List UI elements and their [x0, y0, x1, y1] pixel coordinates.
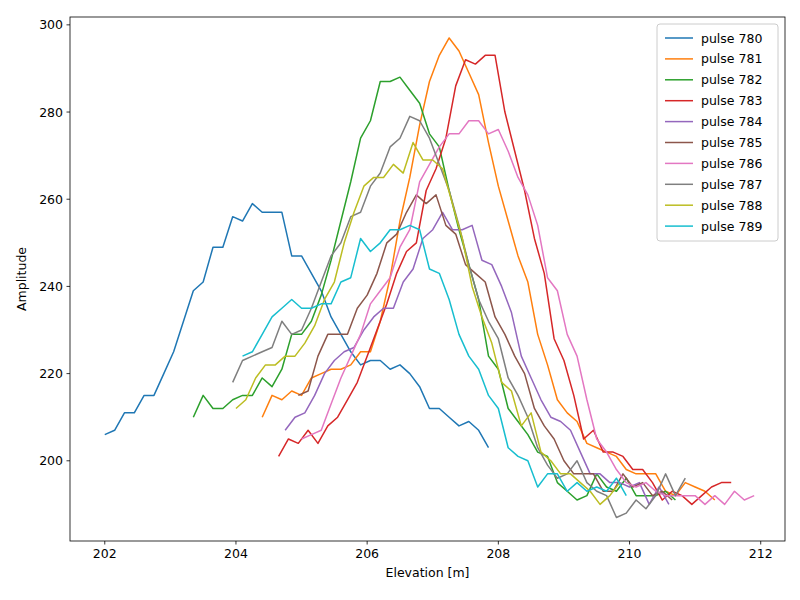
plot-frame — [70, 17, 785, 541]
legend-swatch — [665, 100, 693, 102]
legend-swatch — [665, 204, 693, 206]
x-tick-label: 208 — [486, 546, 510, 561]
y-tick — [67, 24, 71, 25]
y-tick-label: 240 — [39, 279, 63, 294]
legend-swatch — [665, 58, 693, 60]
y-axis-label: Amplitude — [14, 247, 29, 311]
legend-label: pulse 785 — [701, 135, 762, 150]
x-tick-label: 206 — [355, 546, 379, 561]
series-line — [236, 143, 620, 505]
y-tick — [67, 373, 71, 374]
y-tick-label: 280 — [39, 105, 63, 120]
legend-label: pulse 780 — [701, 31, 762, 46]
x-tick — [235, 541, 236, 545]
x-tick — [629, 541, 630, 545]
legend-label: pulse 783 — [701, 93, 762, 108]
y-tick — [67, 112, 71, 113]
legend-swatch — [665, 142, 693, 144]
legend-label: pulse 784 — [701, 114, 762, 129]
legend-swatch — [665, 79, 693, 81]
x-axis-label: Elevation [m] — [386, 565, 470, 580]
y-tick-label: 200 — [39, 453, 63, 468]
legend-label: pulse 789 — [701, 219, 762, 234]
series-line — [233, 116, 686, 517]
legend-swatch — [665, 184, 693, 186]
legend-label: pulse 781 — [701, 51, 762, 66]
legend-label: pulse 787 — [701, 177, 762, 192]
y-tick — [67, 460, 71, 461]
x-tick — [498, 541, 499, 545]
legend: pulse 780 pulse 781 pulse 782 pulse 783 puls… — [657, 24, 778, 241]
y-tick — [67, 199, 71, 200]
series-line — [193, 77, 675, 500]
series-line — [105, 204, 489, 448]
legend-box — [657, 24, 778, 241]
x-tick-label: 210 — [618, 546, 642, 561]
y-tick-label: 220 — [39, 366, 63, 381]
x-tick — [760, 541, 761, 545]
legend-swatch — [665, 121, 693, 123]
x-tick — [104, 541, 105, 545]
x-tick — [367, 541, 368, 545]
y-tick-label: 300 — [39, 17, 63, 32]
y-tick-label: 260 — [39, 192, 63, 207]
legend-swatch — [665, 37, 693, 39]
x-tick-label: 212 — [749, 546, 773, 561]
chart: 202 204 206 208 210 212 200 220 240 260 280 300 Elev… — [0, 0, 800, 600]
series-line — [262, 38, 715, 500]
x-tick-label: 202 — [93, 546, 117, 561]
legend-label: pulse 786 — [701, 156, 762, 171]
legend-swatch — [665, 163, 693, 165]
y-tick — [67, 286, 71, 287]
x-tick-label: 204 — [224, 546, 248, 561]
legend-swatch — [665, 225, 693, 227]
legend-label: pulse 782 — [701, 72, 762, 87]
legend-label: pulse 788 — [701, 198, 762, 213]
series-line — [243, 225, 627, 495]
